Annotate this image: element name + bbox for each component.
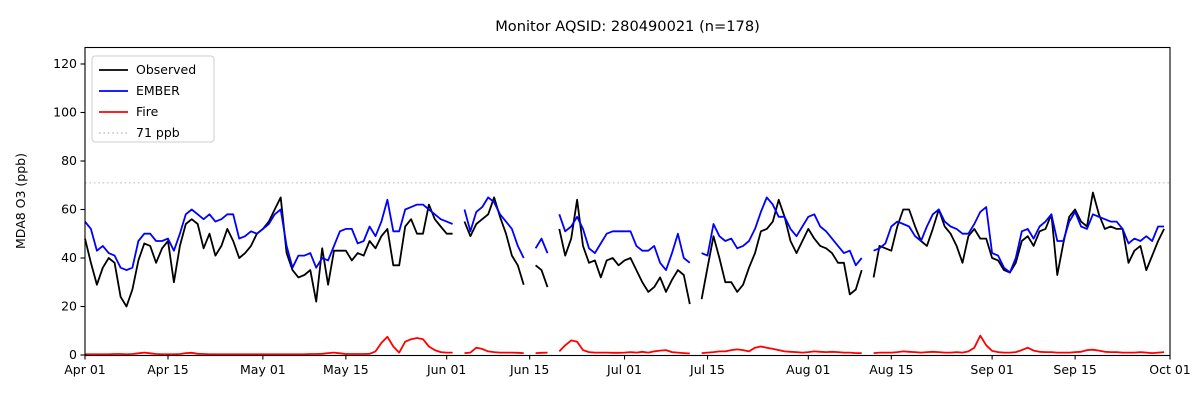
- x-tick-label: Aug 15: [869, 362, 913, 377]
- x-tick-label: Oct 01: [1149, 362, 1191, 377]
- fire-line: [85, 334, 1165, 356]
- x-tick-label: May 15: [323, 362, 369, 377]
- ember-line: [84, 196, 1165, 274]
- legend-observed-label: Observed: [136, 62, 196, 77]
- series-lines-group: [84, 191, 1165, 356]
- legend-fire-label: Fire: [136, 104, 159, 119]
- y-tick-label: 120: [53, 56, 77, 71]
- x-tick-label: Jun 01: [426, 362, 466, 377]
- y-tick-label: 60: [61, 202, 77, 217]
- x-tick-label: Aug 01: [786, 362, 830, 377]
- chart-title: Monitor AQSID: 280490021 (n=178): [495, 18, 760, 35]
- x-tick-label: Apr 01: [64, 362, 106, 377]
- legend: Observed EMBER Fire 71 ppb: [91, 55, 215, 143]
- x-tick-label: Jun 15: [509, 362, 549, 377]
- y-axis-ticks: 0 20 40 60 80 100 120: [53, 56, 85, 362]
- y-tick-label: 80: [61, 153, 77, 168]
- legend-ember-label: EMBER: [136, 83, 180, 98]
- y-axis-label: MDA8 O3 (ppb): [13, 153, 28, 249]
- x-tick-label: Jul 15: [689, 362, 725, 377]
- x-tick-label: Jul 01: [606, 362, 642, 377]
- y-tick-label: 20: [61, 299, 77, 314]
- x-tick-label: Sep 15: [1053, 362, 1096, 377]
- legend-frame: [91, 55, 215, 143]
- x-axis-ticks: Apr 01 Apr 15 May 01 May 15 Jun 01 Jun 15 Jul …: [64, 355, 1191, 377]
- x-tick-label: Apr 15: [147, 362, 189, 377]
- observed-line: [84, 191, 1165, 308]
- x-tick-label: Sep 01: [970, 362, 1013, 377]
- plot-border: [84, 46, 1171, 357]
- y-tick-label: 0: [69, 347, 77, 362]
- y-tick-label: 40: [61, 250, 77, 265]
- legend-71-ppb-label: 71 ppb: [136, 125, 180, 140]
- x-tick-label: May 01: [240, 362, 286, 377]
- y-tick-label: 100: [53, 105, 77, 120]
